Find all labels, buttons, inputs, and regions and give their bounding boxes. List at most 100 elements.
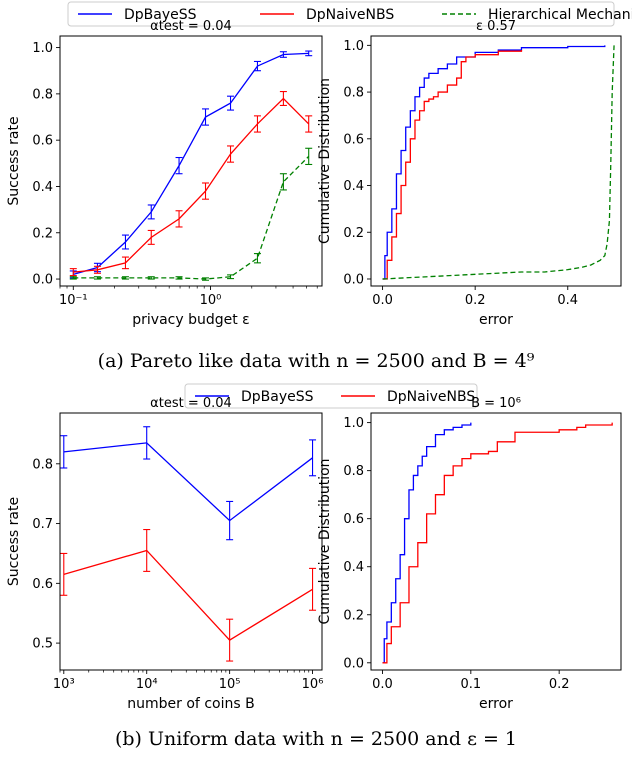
y-axis-label: Cumulative Distribution	[317, 78, 333, 244]
errorbar	[309, 567, 317, 611]
y-axis-label: Success rate	[6, 497, 22, 586]
x-axis-label: error	[479, 312, 513, 328]
errorbar	[227, 274, 235, 280]
x-tick-label: 0.2	[465, 293, 486, 308]
legend-label-3: Hierarchical Mechanism	[488, 7, 632, 23]
y-tick-label: 0.8	[343, 464, 364, 479]
y-tick-label: 0.8	[343, 86, 364, 101]
series-line-1	[382, 422, 472, 664]
errorbar	[253, 253, 261, 264]
x-tick-label: 0.0	[372, 293, 393, 308]
errorbar	[143, 426, 151, 460]
legend-frame	[67, 1, 615, 27]
errorbar	[253, 115, 261, 133]
y-tick-label: 0.2	[343, 608, 364, 623]
errorbar	[279, 91, 287, 106]
y-tick-label: 0.2	[32, 226, 53, 241]
caption-a: (a) Pareto like data with n = 2500 and B…	[97, 350, 535, 372]
x-tick-label: 10⁵	[219, 677, 241, 692]
y-tick-label: 0.4	[343, 560, 364, 575]
plot-area	[382, 45, 615, 280]
y-tick-label: 1.0	[343, 39, 364, 54]
series-line-2	[73, 97, 310, 273]
panel-title: αtest = 0.04	[150, 396, 232, 411]
y-tick-label: 0.6	[343, 132, 364, 147]
legend-frame	[184, 383, 478, 409]
series-line-3	[382, 45, 615, 280]
series-line-1	[63, 442, 313, 522]
errorbar	[202, 277, 210, 281]
x-tick-label: 10⁰	[200, 293, 222, 308]
y-axis-label: Cumulative Distribution	[317, 458, 333, 624]
errorbar	[175, 210, 183, 228]
errorbar	[60, 435, 68, 469]
axes-frame	[59, 412, 323, 671]
errorbar	[279, 173, 287, 191]
legend-label-2: DpNaiveNBS	[387, 389, 475, 405]
errorbar	[121, 276, 129, 280]
plot-area	[69, 50, 313, 281]
y-tick-label: 0.4	[32, 180, 53, 195]
axes-frame	[59, 35, 323, 287]
series-line-3	[73, 155, 310, 280]
errorbar	[305, 147, 313, 166]
y-tick-label: 1.0	[343, 416, 364, 431]
errorbar	[60, 552, 68, 596]
errorbar	[147, 204, 155, 220]
x-tick-label: 10⁻¹	[59, 293, 88, 308]
errorbar	[69, 276, 77, 280]
y-tick-label: 0.7	[32, 517, 53, 532]
series-line-2	[63, 549, 313, 641]
errorbar	[227, 145, 235, 163]
series-line-1	[73, 52, 309, 276]
errorbar	[147, 276, 155, 280]
legend-label-2: DpNaiveNBS	[306, 7, 394, 23]
legend-bottom: DpBayeSS DpNaiveNBS	[184, 383, 478, 409]
x-axis-label: number of coins B	[127, 696, 254, 712]
x-tick-label: 0.1	[460, 677, 481, 692]
y-tick-label: 0.0	[343, 272, 364, 287]
panel-title: B = 10⁶	[471, 396, 521, 411]
errorbar	[147, 229, 155, 245]
plot-area	[382, 422, 613, 664]
panel-a-success-rate: αtest = 0.04 0.0 0.2 0.4 0.6 0.8 1.0 10⁻¹ 10⁰ pri…	[6, 19, 323, 328]
x-tick-label: 10⁴	[136, 677, 158, 692]
panel-title: αtest = 0.04	[150, 19, 232, 34]
x-tick-label: 0.2	[549, 677, 570, 692]
errorbar	[121, 256, 129, 270]
y-tick-label: 0.6	[32, 134, 53, 149]
errorbar	[226, 618, 234, 662]
x-tick-label: 0.4	[557, 293, 578, 308]
y-tick-label: 1.0	[32, 41, 53, 56]
y-tick-label: 0.8	[32, 87, 53, 102]
errorbar	[69, 268, 77, 277]
x-tick-label: 10⁶	[302, 677, 324, 692]
errorbar	[93, 265, 101, 274]
axes-frame	[370, 412, 622, 671]
errorbar	[253, 60, 261, 72]
x-axis-label: error	[479, 696, 513, 712]
y-tick-label: 0.0	[343, 656, 364, 671]
series-line-1	[382, 45, 606, 280]
y-tick-label: 0.6	[343, 512, 364, 527]
legend-top: DpBayeSS DpNaiveNBS Hierarchical Mechanism	[67, 1, 632, 27]
errorbar	[226, 500, 234, 541]
errorbar	[202, 182, 210, 200]
y-axis-label: Success rate	[6, 116, 22, 205]
plot-area	[60, 426, 317, 662]
x-tick-label: 0.0	[372, 677, 393, 692]
y-tick-label: 0.2	[343, 226, 364, 241]
errorbar	[143, 528, 151, 572]
errorbar	[121, 234, 129, 250]
panel-a-cumulative-distribution: ε 0.57 0.0 0.2 0.4 0.6 0.8 1.0 0.0 0.2 0.4 error Cu…	[317, 19, 622, 328]
errorbar	[227, 95, 235, 111]
axes-frame	[370, 35, 622, 287]
errorbar	[175, 276, 183, 280]
caption-b: (b) Uniform data with n = 2500 and ε = 1	[114, 728, 518, 750]
y-tick-label: 0.0	[32, 273, 53, 288]
series-line-2	[382, 50, 523, 280]
y-tick-label: 0.4	[343, 179, 364, 194]
errorbar	[309, 439, 317, 477]
y-tick-label: 0.6	[32, 577, 53, 592]
